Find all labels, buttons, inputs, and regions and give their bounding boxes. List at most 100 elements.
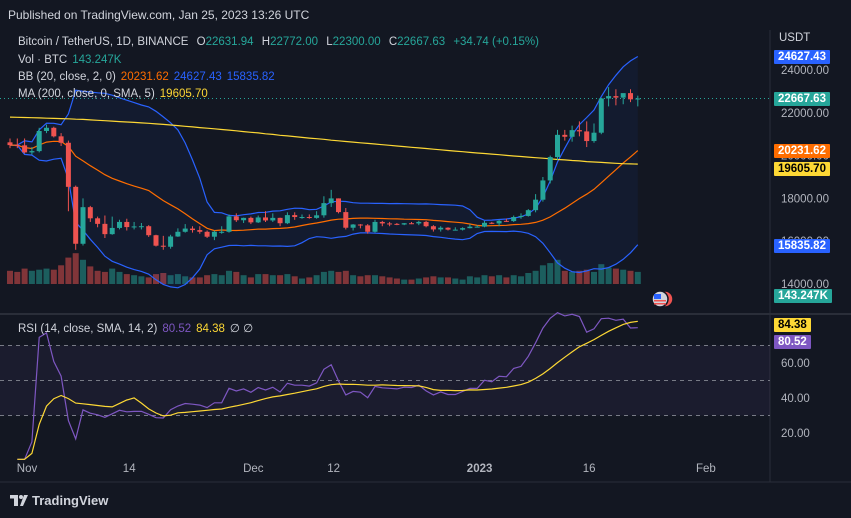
candle-body bbox=[219, 231, 225, 233]
volume-bar bbox=[174, 274, 181, 284]
candle-body bbox=[211, 231, 217, 237]
top-bar: Published on TradingView.com, Jan 25, 20… bbox=[0, 0, 851, 30]
bb-upper-tag: 24627.43 bbox=[774, 50, 830, 64]
candle-body bbox=[438, 227, 444, 230]
volume-bar bbox=[364, 275, 371, 284]
volume-bar bbox=[240, 275, 247, 284]
candle-body bbox=[175, 231, 181, 237]
volume-bar bbox=[50, 269, 57, 284]
volume-bar bbox=[386, 277, 393, 284]
volume-label[interactable]: Vol · BTC bbox=[18, 54, 68, 66]
time-tick-label: 2023 bbox=[467, 463, 493, 475]
candle-body bbox=[365, 225, 371, 232]
ma-label[interactable]: MA (200, close, 0, SMA, 5) bbox=[18, 88, 155, 100]
candle-body bbox=[635, 98, 641, 100]
volume-bar bbox=[196, 277, 203, 284]
candle-body bbox=[197, 230, 203, 232]
volume-bar bbox=[211, 274, 218, 284]
candle-body bbox=[606, 96, 612, 99]
chart-area[interactable]: 24000.0022000.0020000.0018000.0016000.00… bbox=[0, 30, 851, 485]
volume-bar bbox=[116, 271, 123, 284]
candle-body bbox=[620, 93, 626, 98]
candle-body bbox=[102, 223, 108, 235]
volume-bar bbox=[269, 275, 276, 284]
symbol-label[interactable]: Bitcoin / TetherUS, 1D, BINANCE bbox=[18, 36, 189, 48]
bb-label[interactable]: BB (20, close, 2, 0) bbox=[18, 71, 116, 83]
volume-bar bbox=[262, 274, 269, 284]
candle-body bbox=[204, 231, 210, 237]
volume-bar bbox=[481, 275, 488, 284]
volume-bar bbox=[408, 279, 415, 284]
candle-body bbox=[14, 145, 20, 147]
events-icon[interactable] bbox=[651, 289, 673, 309]
candle-body bbox=[160, 245, 166, 247]
high-label: H bbox=[261, 36, 271, 48]
volume-bar bbox=[357, 276, 364, 284]
time-tick-label: 14 bbox=[123, 463, 136, 475]
candle-body bbox=[131, 226, 137, 228]
volume-bar bbox=[138, 276, 145, 284]
candle-body bbox=[628, 93, 633, 100]
candle-body bbox=[321, 203, 327, 216]
candle-body bbox=[423, 221, 429, 227]
candle-body bbox=[306, 217, 312, 219]
volume-bar bbox=[145, 277, 152, 284]
volume-bar bbox=[437, 277, 444, 284]
bottom-bar: TradingView bbox=[0, 485, 851, 518]
candle-body bbox=[277, 217, 283, 224]
published-label: Published on TradingView.com, Jan 25, 20… bbox=[8, 8, 310, 22]
volume-bar bbox=[518, 276, 524, 284]
change-value: +34.74 (+0.15%) bbox=[453, 36, 539, 48]
volume-bar bbox=[415, 278, 422, 284]
volume-bar bbox=[189, 277, 196, 284]
candle-body bbox=[569, 130, 575, 137]
candle-body bbox=[503, 220, 509, 222]
volume-bar bbox=[101, 271, 108, 284]
bb-mid-line bbox=[9, 140, 639, 232]
volume-bar bbox=[131, 275, 138, 284]
bb-mid-value: 20231.62 bbox=[120, 71, 169, 83]
candle-body bbox=[22, 145, 28, 153]
volume-bar bbox=[313, 275, 320, 284]
candle-body bbox=[109, 227, 115, 235]
candle-body bbox=[460, 228, 466, 230]
volume-bar bbox=[14, 271, 21, 284]
volume-tag: 143.247K bbox=[774, 289, 832, 303]
volume-bar bbox=[284, 274, 291, 284]
volume-bar bbox=[445, 277, 451, 284]
tradingview-logo[interactable]: TradingView bbox=[10, 493, 108, 508]
volume-bar bbox=[335, 271, 342, 284]
volume-bar bbox=[525, 273, 532, 284]
bb-lower-tag: 15835.82 bbox=[774, 239, 830, 253]
flag-icon bbox=[651, 290, 673, 308]
candle-body bbox=[51, 127, 57, 137]
candle-body bbox=[533, 199, 539, 211]
volume-bar bbox=[591, 271, 597, 284]
volume-bar bbox=[204, 275, 211, 284]
volume-bar bbox=[393, 278, 400, 284]
candle-body bbox=[445, 227, 451, 230]
volume-bar bbox=[36, 269, 43, 284]
low-label: L bbox=[326, 36, 333, 48]
rsi-label[interactable]: RSI (14, close, SMA, 14, 2) bbox=[18, 323, 158, 335]
close-value: 22667.63 bbox=[397, 36, 446, 48]
currency-label[interactable]: USDT bbox=[779, 32, 811, 44]
ma-value: 19605.70 bbox=[159, 88, 208, 100]
rsi-value: 80.52 bbox=[162, 323, 192, 335]
candle-body bbox=[379, 221, 385, 224]
volume-bar bbox=[167, 275, 174, 284]
volume-bar bbox=[576, 270, 583, 284]
volume-bar bbox=[430, 276, 437, 284]
volume-bar bbox=[320, 271, 327, 284]
candle-body bbox=[168, 236, 174, 247]
volume-bar bbox=[21, 268, 28, 284]
ma-line bbox=[9, 116, 638, 165]
price-chart-svg[interactable]: 24000.0022000.0020000.0018000.0016000.00… bbox=[0, 30, 851, 485]
rsi-ma-value: 84.38 bbox=[196, 323, 225, 335]
volume-bar bbox=[423, 277, 430, 284]
volume-bar bbox=[43, 268, 50, 284]
volume-bar bbox=[620, 269, 627, 284]
candle-body bbox=[394, 223, 400, 225]
candle-body bbox=[452, 229, 458, 231]
candle-body bbox=[284, 215, 290, 224]
